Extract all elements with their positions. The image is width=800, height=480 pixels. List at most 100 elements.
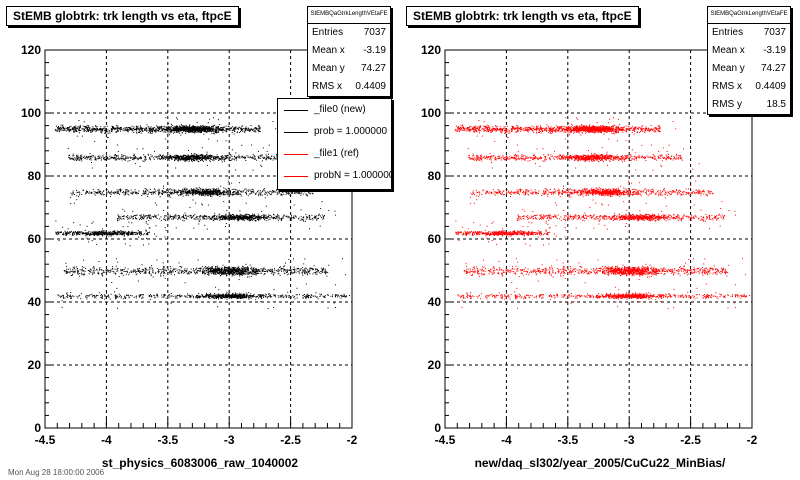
data-point: [275, 153, 277, 155]
data-point: [78, 128, 80, 130]
data-point: [171, 191, 173, 193]
data-point: [184, 187, 186, 189]
data-point: [167, 272, 169, 274]
data-point: [119, 129, 121, 131]
data-point: [316, 215, 318, 217]
data-point: [202, 154, 204, 156]
data-point: [177, 128, 179, 130]
data-point: [79, 126, 81, 128]
data-point: [57, 130, 59, 132]
data-point: [301, 192, 302, 194]
data-point: [149, 270, 151, 272]
data-point: [140, 215, 142, 217]
data-point: [102, 235, 103, 237]
data-point: [166, 190, 168, 192]
data-point: [154, 216, 156, 218]
data-point: [187, 195, 189, 196]
data-point: [323, 269, 325, 271]
data-point: [267, 216, 269, 217]
data-point: [291, 272, 293, 274]
data-point: [202, 191, 204, 192]
data-point: [214, 189, 216, 191]
data-point: [178, 191, 179, 193]
data-point: [186, 159, 188, 161]
data-point: [57, 231, 59, 233]
data-point: [64, 129, 66, 131]
data-point: [120, 232, 122, 234]
data-point: [252, 217, 254, 219]
data-point: [231, 159, 233, 161]
data-point: [77, 231, 79, 233]
data-point: [222, 131, 224, 133]
data-point: [212, 217, 214, 219]
data-point: [213, 218, 215, 220]
data-point: [231, 217, 233, 219]
data-point: [245, 192, 246, 194]
data-point: [249, 215, 251, 217]
data-point: [100, 232, 102, 234]
data-point: [145, 190, 147, 192]
data-point: [224, 156, 226, 158]
data-point: [193, 154, 195, 156]
data-point: [241, 144, 243, 146]
data-point: [146, 218, 148, 220]
data-point: [302, 193, 304, 195]
data-point: [122, 233, 124, 235]
data-point: [99, 155, 101, 157]
data-point: [144, 188, 146, 190]
data-point: [116, 125, 118, 127]
data-point: [194, 129, 196, 131]
data-point: [231, 188, 233, 190]
data-point: [232, 214, 234, 216]
data-point: [96, 191, 98, 193]
data-point: [65, 127, 67, 129]
data-point: [241, 156, 243, 158]
data-point: [265, 214, 267, 216]
data-point: [104, 126, 106, 128]
data-point: [222, 194, 224, 195]
data-point: [254, 217, 256, 219]
data-point: [209, 158, 211, 160]
data-point: [143, 214, 145, 216]
data-point: [160, 155, 162, 156]
data-point: [262, 147, 264, 149]
data-point: [213, 215, 215, 217]
data-point: [198, 128, 200, 130]
data-point: [169, 193, 171, 195]
data-point: [133, 271, 134, 273]
data-point: [215, 128, 217, 130]
data-point: [166, 215, 168, 217]
data-point: [102, 270, 104, 272]
data-point: [184, 128, 186, 130]
data-point: [216, 193, 218, 195]
data-point: [118, 231, 120, 233]
data-point: [135, 129, 137, 131]
data-point: [159, 196, 161, 198]
data-point: [201, 193, 203, 195]
data-point: [251, 192, 253, 194]
data-point: [245, 216, 247, 218]
data-point: [73, 231, 74, 233]
data-point: [68, 156, 70, 158]
data-point: [198, 220, 200, 222]
data-point: [200, 126, 202, 128]
data-point: [109, 234, 111, 236]
data-point: [199, 156, 201, 158]
data-point: [143, 190, 144, 192]
data-point: [253, 218, 255, 220]
data-point: [207, 192, 209, 194]
data-point: [303, 219, 305, 221]
data-point: [143, 193, 145, 195]
data-point: [196, 157, 197, 159]
data-point: [209, 159, 211, 161]
data-point: [202, 157, 204, 159]
data-point: [168, 217, 170, 219]
data-point: [168, 189, 170, 191]
data-point: [129, 127, 131, 129]
data-point: [75, 125, 77, 127]
data-point: [94, 140, 96, 142]
data-point: [86, 234, 88, 236]
data-point: [152, 131, 153, 133]
data-point: [191, 160, 192, 161]
data-point: [78, 129, 80, 131]
